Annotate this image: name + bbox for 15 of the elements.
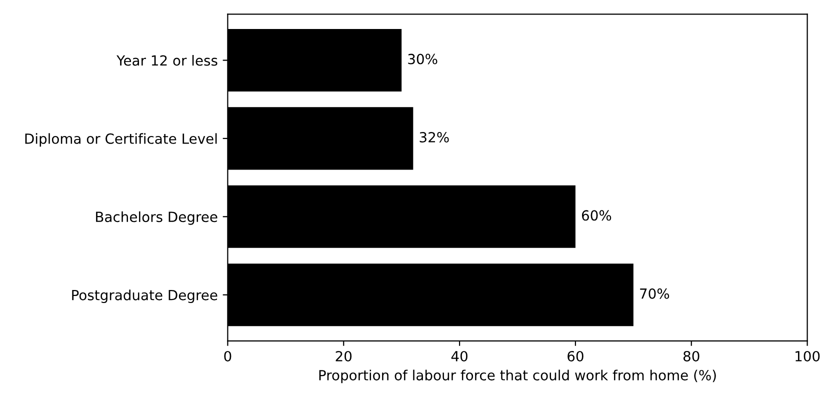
x-axis-title: Proportion of labour force that could work from home (%) bbox=[319, 370, 716, 384]
y-tick-label: Bachelors Degree bbox=[96, 211, 218, 225]
data-label: 30% bbox=[408, 54, 438, 64]
x-tick-label: 40 bbox=[451, 350, 468, 362]
data-label: 32% bbox=[420, 132, 449, 142]
y-tick-label: Year 12 or less bbox=[116, 54, 218, 66]
x-tick-label: 80 bbox=[683, 350, 700, 362]
data-label: 60% bbox=[582, 210, 612, 221]
x-tick-label: 20 bbox=[336, 350, 352, 362]
x-tick-label: 0 bbox=[224, 350, 232, 362]
x-tick-label: 100 bbox=[796, 350, 820, 362]
data-label: 70% bbox=[640, 288, 670, 299]
y-tick-label: Postgraduate Degree bbox=[72, 290, 218, 304]
x-tick-label: 60 bbox=[568, 350, 584, 362]
y-tick-label: Diploma or Certificate Level bbox=[25, 133, 217, 147]
